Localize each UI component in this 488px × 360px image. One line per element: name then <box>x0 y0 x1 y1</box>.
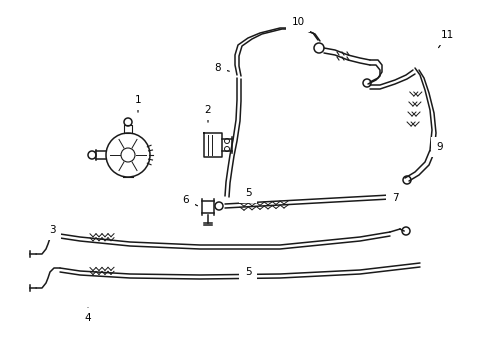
Text: 5: 5 <box>244 267 251 277</box>
Text: 2: 2 <box>204 105 211 115</box>
Text: 4: 4 <box>84 313 91 323</box>
Text: 8: 8 <box>214 63 221 73</box>
Text: 11: 11 <box>440 30 453 40</box>
Text: 1: 1 <box>134 95 141 105</box>
Text: 9: 9 <box>436 142 443 152</box>
Text: 6: 6 <box>183 195 189 205</box>
Text: 3: 3 <box>49 225 55 235</box>
Text: 5: 5 <box>244 188 251 198</box>
Text: 10: 10 <box>291 17 304 27</box>
Text: 7: 7 <box>391 193 398 203</box>
